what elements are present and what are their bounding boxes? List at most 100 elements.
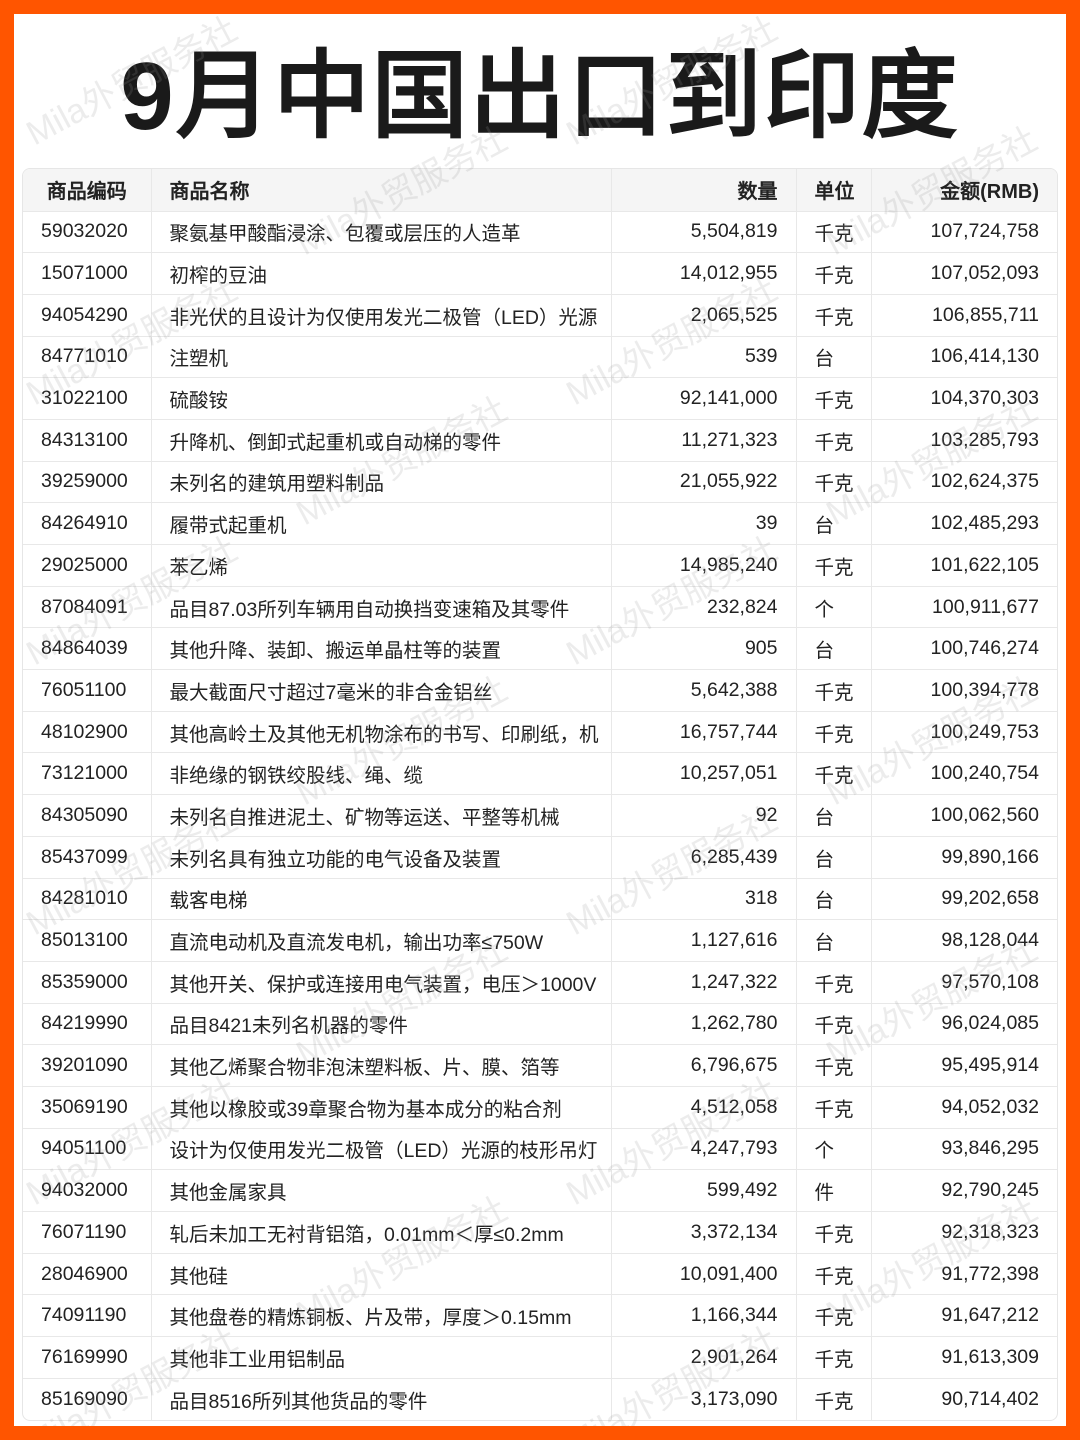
cell-amount: 100,394,778 [871, 669, 1057, 712]
cell-amount: 95,495,914 [871, 1044, 1057, 1087]
cell-quantity: 4,512,058 [611, 1086, 797, 1129]
table-row: 84305090 未列名自推进泥土、矿物等运送、平整等机械 92 台 100,062,5… [23, 794, 1057, 837]
table-row: 94051100 设计为仅使用发光二极管（LED）光源的枝形吊灯 4,247,793… [23, 1128, 1057, 1171]
cell-amount: 91,772,398 [871, 1253, 1057, 1296]
cell-code: 39201090 [23, 1044, 152, 1087]
cell-quantity: 92,141,000 [611, 377, 797, 420]
cell-quantity: 318 [611, 878, 797, 921]
cell-quantity: 3,173,090 [611, 1378, 797, 1420]
cell-name: 最大截面尺寸超过7毫米的非合金铝丝 [151, 669, 612, 712]
cell-code: 94051100 [23, 1128, 152, 1171]
cell-code: 39259000 [23, 461, 152, 504]
cell-code: 85437099 [23, 836, 152, 879]
cell-code: 76169990 [23, 1336, 152, 1379]
table-row: 76051100 最大截面尺寸超过7毫米的非合金铝丝 5,642,388 千克 100,… [23, 669, 1057, 712]
cell-unit: 台 [796, 836, 872, 879]
table-row: 28046900 其他硅 10,091,400 千克 91,772,398 [23, 1253, 1057, 1296]
header-code: 商品编码 [23, 169, 152, 212]
cell-quantity: 10,257,051 [611, 752, 797, 796]
cell-quantity: 2,065,525 [611, 294, 797, 337]
cell-amount: 100,240,754 [871, 752, 1057, 796]
table-row: 84219990 品目8421未列名机器的零件 1,262,780 千克 96,024,… [23, 1003, 1057, 1046]
table-row: 35069190 其他以橡胶或39章聚合物为基本成分的粘合剂 4,512,058 千克… [23, 1086, 1057, 1129]
cell-amount: 92,790,245 [871, 1169, 1057, 1212]
cell-unit: 千克 [796, 669, 872, 712]
cell-quantity: 11,271,323 [611, 419, 797, 462]
cell-name: 品目8516所列其他货品的零件 [151, 1378, 612, 1420]
table-row: 85013100 直流电动机及直流发电机，输出功率≤750W 1,127,616 台 9… [23, 919, 1057, 962]
cell-quantity: 599,492 [611, 1169, 797, 1212]
cell-unit: 千克 [796, 377, 872, 420]
table-row: 29025000 苯乙烯 14,985,240 千克 101,622,105 [23, 544, 1057, 587]
cell-unit: 千克 [796, 461, 872, 504]
cell-unit: 千克 [796, 544, 872, 587]
header-unit: 单位 [796, 169, 872, 212]
table-row: 85169090 品目8516所列其他货品的零件 3,173,090 千克 90,714… [23, 1378, 1057, 1420]
cell-amount: 107,724,758 [871, 211, 1057, 254]
table-row: 39201090 其他乙烯聚合物非泡沫塑料板、片、膜、箔等 6,796,675 千克 9… [23, 1044, 1057, 1087]
cell-unit: 千克 [796, 1253, 872, 1296]
cell-unit: 千克 [796, 252, 872, 295]
cell-name: 注塑机 [151, 336, 612, 379]
cell-code: 74091190 [23, 1294, 152, 1338]
cell-amount: 96,024,085 [871, 1003, 1057, 1046]
cell-quantity: 14,985,240 [611, 544, 797, 587]
cell-unit: 千克 [796, 961, 872, 1004]
cell-name: 其他以橡胶或39章聚合物为基本成分的粘合剂 [151, 1086, 612, 1129]
cell-code: 94032000 [23, 1169, 152, 1212]
cell-name: 履带式起重机 [151, 502, 612, 545]
cell-quantity: 21,055,922 [611, 461, 797, 504]
cell-name: 聚氨基甲酸酯浸涂、包覆或层压的人造革 [151, 211, 612, 254]
table-row: 84281010 载客电梯 318 台 99,202,658 [23, 878, 1057, 921]
cell-unit: 台 [796, 919, 872, 962]
table-row: 15071000 初榨的豆油 14,012,955 千克 107,052,093 [23, 252, 1057, 295]
cell-amount: 99,202,658 [871, 878, 1057, 921]
cell-unit: 千克 [796, 711, 872, 754]
cell-name: 未列名具有独立功能的电气设备及装置 [151, 836, 612, 879]
cell-name: 轧后未加工无衬背铝箔，0.01mm＜厚≤0.2mm [151, 1211, 612, 1254]
cell-name: 未列名自推进泥土、矿物等运送、平整等机械 [151, 794, 612, 837]
cell-name: 设计为仅使用发光二极管（LED）光源的枝形吊灯 [151, 1128, 612, 1171]
cell-quantity: 5,504,819 [611, 211, 797, 254]
cell-unit: 个 [796, 586, 872, 629]
table-row: 39259000 未列名的建筑用塑料制品 21,055,922 千克 102,624,3… [23, 461, 1057, 504]
cell-name: 其他开关、保护或连接用电气装置，电压＞1000V [151, 961, 612, 1004]
cell-name: 其他升降、装卸、搬运单晶柱等的装置 [151, 627, 612, 671]
cell-unit: 个 [796, 1128, 872, 1171]
cell-unit: 千克 [796, 1044, 872, 1087]
cell-code: 15071000 [23, 252, 152, 295]
cell-code: 87084091 [23, 586, 152, 629]
cell-code: 85169090 [23, 1378, 152, 1420]
cell-unit: 千克 [796, 1294, 872, 1338]
export-table: 商品编码 商品名称 数量 单位 金额(RMB) 59032020 聚氨基甲酸酯浸涂… [22, 168, 1058, 1421]
cell-unit: 台 [796, 502, 872, 545]
table-header-row: 商品编码 商品名称 数量 单位 金额(RMB) [23, 169, 1057, 212]
cell-code: 84864039 [23, 627, 152, 671]
cell-quantity: 1,166,344 [611, 1294, 797, 1338]
cell-name: 升降机、倒卸式起重机或自动梯的零件 [151, 419, 612, 462]
cell-unit: 台 [796, 336, 872, 379]
cell-quantity: 5,642,388 [611, 669, 797, 712]
cell-quantity: 10,091,400 [611, 1253, 797, 1296]
table-row: 85359000 其他开关、保护或连接用电气装置，电压＞1000V 1,247,32… [23, 961, 1057, 1004]
cell-code: 84264910 [23, 502, 152, 545]
cell-name: 其他金属家具 [151, 1169, 612, 1212]
cell-amount: 90,714,402 [941, 1387, 1039, 1410]
table-row: 74091190 其他盘卷的精炼铜板、片及带，厚度＞0.15mm 1,166,344… [23, 1294, 1057, 1338]
cell-code: 29025000 [23, 544, 152, 587]
cell-name: 其他硅 [151, 1253, 612, 1296]
table-row: 31022100 硫酸铵 92,141,000 千克 104,370,303 [23, 377, 1057, 420]
cell-amount: 98,128,044 [871, 919, 1057, 962]
table-row: 76169990 其他非工业用铝制品 2,901,264 千克 91,613,309 [23, 1336, 1057, 1379]
cell-unit: 千克 [796, 1336, 872, 1379]
cell-unit: 件 [796, 1169, 872, 1212]
cell-code: 84313100 [23, 419, 152, 462]
table-row: 84264910 履带式起重机 39 台 102,485,293 [23, 502, 1057, 545]
cell-amount: 91,613,309 [871, 1336, 1057, 1379]
cell-amount: 97,570,108 [871, 961, 1057, 1004]
table-row: 76071190 轧后未加工无衬背铝箔，0.01mm＜厚≤0.2mm 3,372,1… [23, 1211, 1057, 1254]
cell-quantity: 3,372,134 [611, 1211, 797, 1254]
table-row: 94032000 其他金属家具 599,492 件 92,790,245 [23, 1169, 1057, 1212]
cell-code: 48102900 [23, 711, 152, 754]
cell-code: 28046900 [23, 1253, 152, 1296]
